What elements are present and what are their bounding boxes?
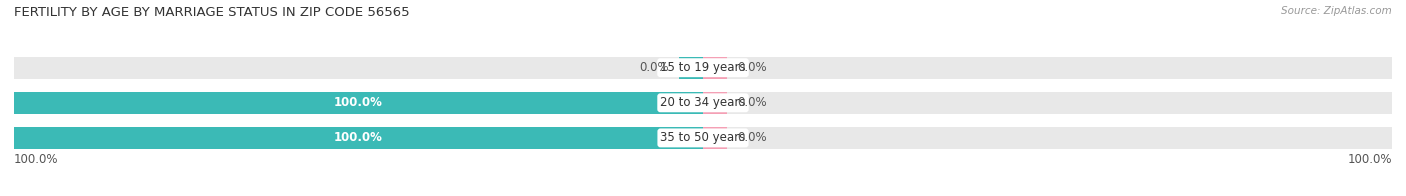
- Text: 35 to 50 years: 35 to 50 years: [661, 131, 745, 144]
- Bar: [703, 92, 727, 114]
- Text: FERTILITY BY AGE BY MARRIAGE STATUS IN ZIP CODE 56565: FERTILITY BY AGE BY MARRIAGE STATUS IN Z…: [14, 6, 409, 19]
- Text: 100.0%: 100.0%: [14, 153, 59, 166]
- Bar: [14, 127, 703, 149]
- Bar: [14, 57, 703, 79]
- Bar: [14, 92, 703, 114]
- Text: 0.0%: 0.0%: [638, 61, 669, 74]
- Text: 20 to 34 years: 20 to 34 years: [661, 96, 745, 109]
- Text: Source: ZipAtlas.com: Source: ZipAtlas.com: [1281, 6, 1392, 16]
- Bar: [703, 92, 1392, 114]
- Text: 0.0%: 0.0%: [738, 131, 768, 144]
- Bar: [14, 127, 703, 149]
- Bar: [679, 57, 703, 79]
- Bar: [703, 127, 727, 149]
- Bar: [703, 57, 727, 79]
- Text: 15 to 19 years: 15 to 19 years: [661, 61, 745, 74]
- Text: 100.0%: 100.0%: [1347, 153, 1392, 166]
- Text: 0.0%: 0.0%: [738, 96, 768, 109]
- Bar: [703, 127, 1392, 149]
- Text: 100.0%: 100.0%: [335, 131, 382, 144]
- Text: 100.0%: 100.0%: [335, 96, 382, 109]
- Bar: [14, 92, 703, 114]
- Text: 0.0%: 0.0%: [738, 61, 768, 74]
- Bar: [703, 57, 1392, 79]
